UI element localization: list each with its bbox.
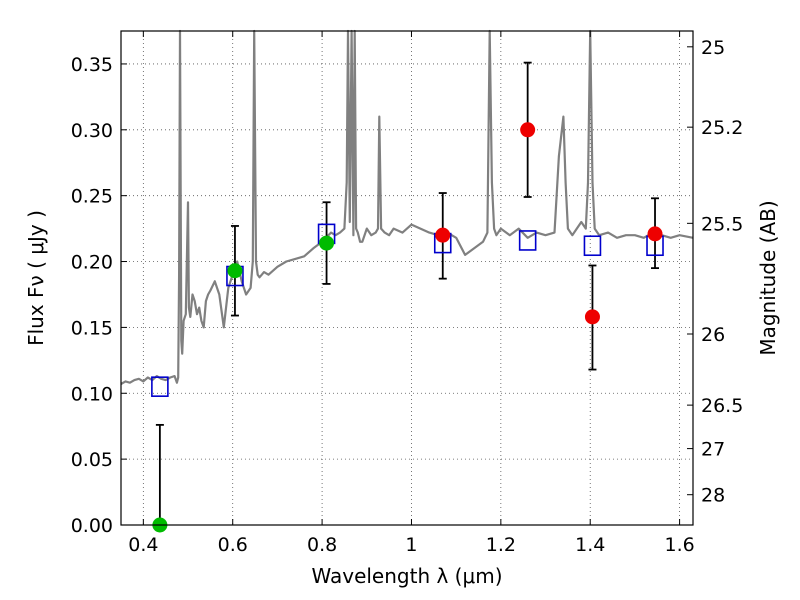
y-tick-label-1: 0.05: [71, 449, 113, 471]
y-axis: 0.00 0.05 0.10 0.15 0.20 0.25 0.30 0.35: [71, 54, 127, 537]
x-axis: 0.4 0.6 0.8 1 1.2 1.4 1.6: [128, 31, 695, 556]
y2-tick-label-1: 25.2: [701, 117, 743, 139]
x-tick-label-5: 1.4: [575, 534, 605, 556]
y-tick-label-4: 0.20: [71, 252, 113, 274]
y2-axis-title: Magnitude (AB): [756, 200, 780, 355]
y-tick-label-0: 0.00: [71, 515, 113, 537]
y2-axis: 25 25.2 25.5 26 26.5 27 28: [687, 37, 743, 507]
x-tick-label-1: 0.6: [218, 534, 248, 556]
photometry-points-series: [152, 122, 663, 533]
y2-tick-label-2: 25.5: [701, 213, 743, 235]
x-tick-label-3: 1: [405, 534, 417, 556]
model-square-5: [583, 235, 602, 257]
x-axis-title: Wavelength λ (μm): [311, 564, 502, 588]
green-point-1: [227, 263, 243, 279]
y-tick-label-6: 0.30: [71, 120, 113, 142]
plot-background: [121, 31, 693, 525]
y-tick-label-3: 0.15: [71, 317, 113, 339]
x-tick-label-4: 1.2: [486, 534, 516, 556]
y2-tick-label-5: 27: [701, 439, 725, 461]
x-tick-label-0: 0.4: [128, 534, 158, 556]
y-tick-label-5: 0.25: [71, 186, 113, 208]
model-square-4: [518, 230, 537, 251]
red-point-2: [584, 309, 600, 325]
y2-tick-label-4: 26.5: [701, 395, 743, 417]
plot-frame: [120, 30, 694, 526]
red-point-1: [520, 122, 536, 138]
y-tick-label-7: 0.35: [71, 54, 113, 76]
y2-tick-label-6: 28: [701, 485, 725, 507]
y2-tick-label-3: 26: [701, 324, 725, 346]
y-tick-label-2: 0.10: [71, 383, 113, 405]
green-point-2: [319, 235, 335, 251]
x-tick-label-6: 1.6: [664, 534, 694, 556]
x-tick-label-2: 0.8: [307, 534, 337, 556]
model-square-0: [151, 376, 169, 397]
red-point-0: [435, 227, 451, 243]
y-axis-title: Flux Fν ( μJy ): [24, 210, 48, 346]
y2-tick-label-0: 25: [701, 37, 725, 59]
red-point-3: [647, 226, 663, 242]
